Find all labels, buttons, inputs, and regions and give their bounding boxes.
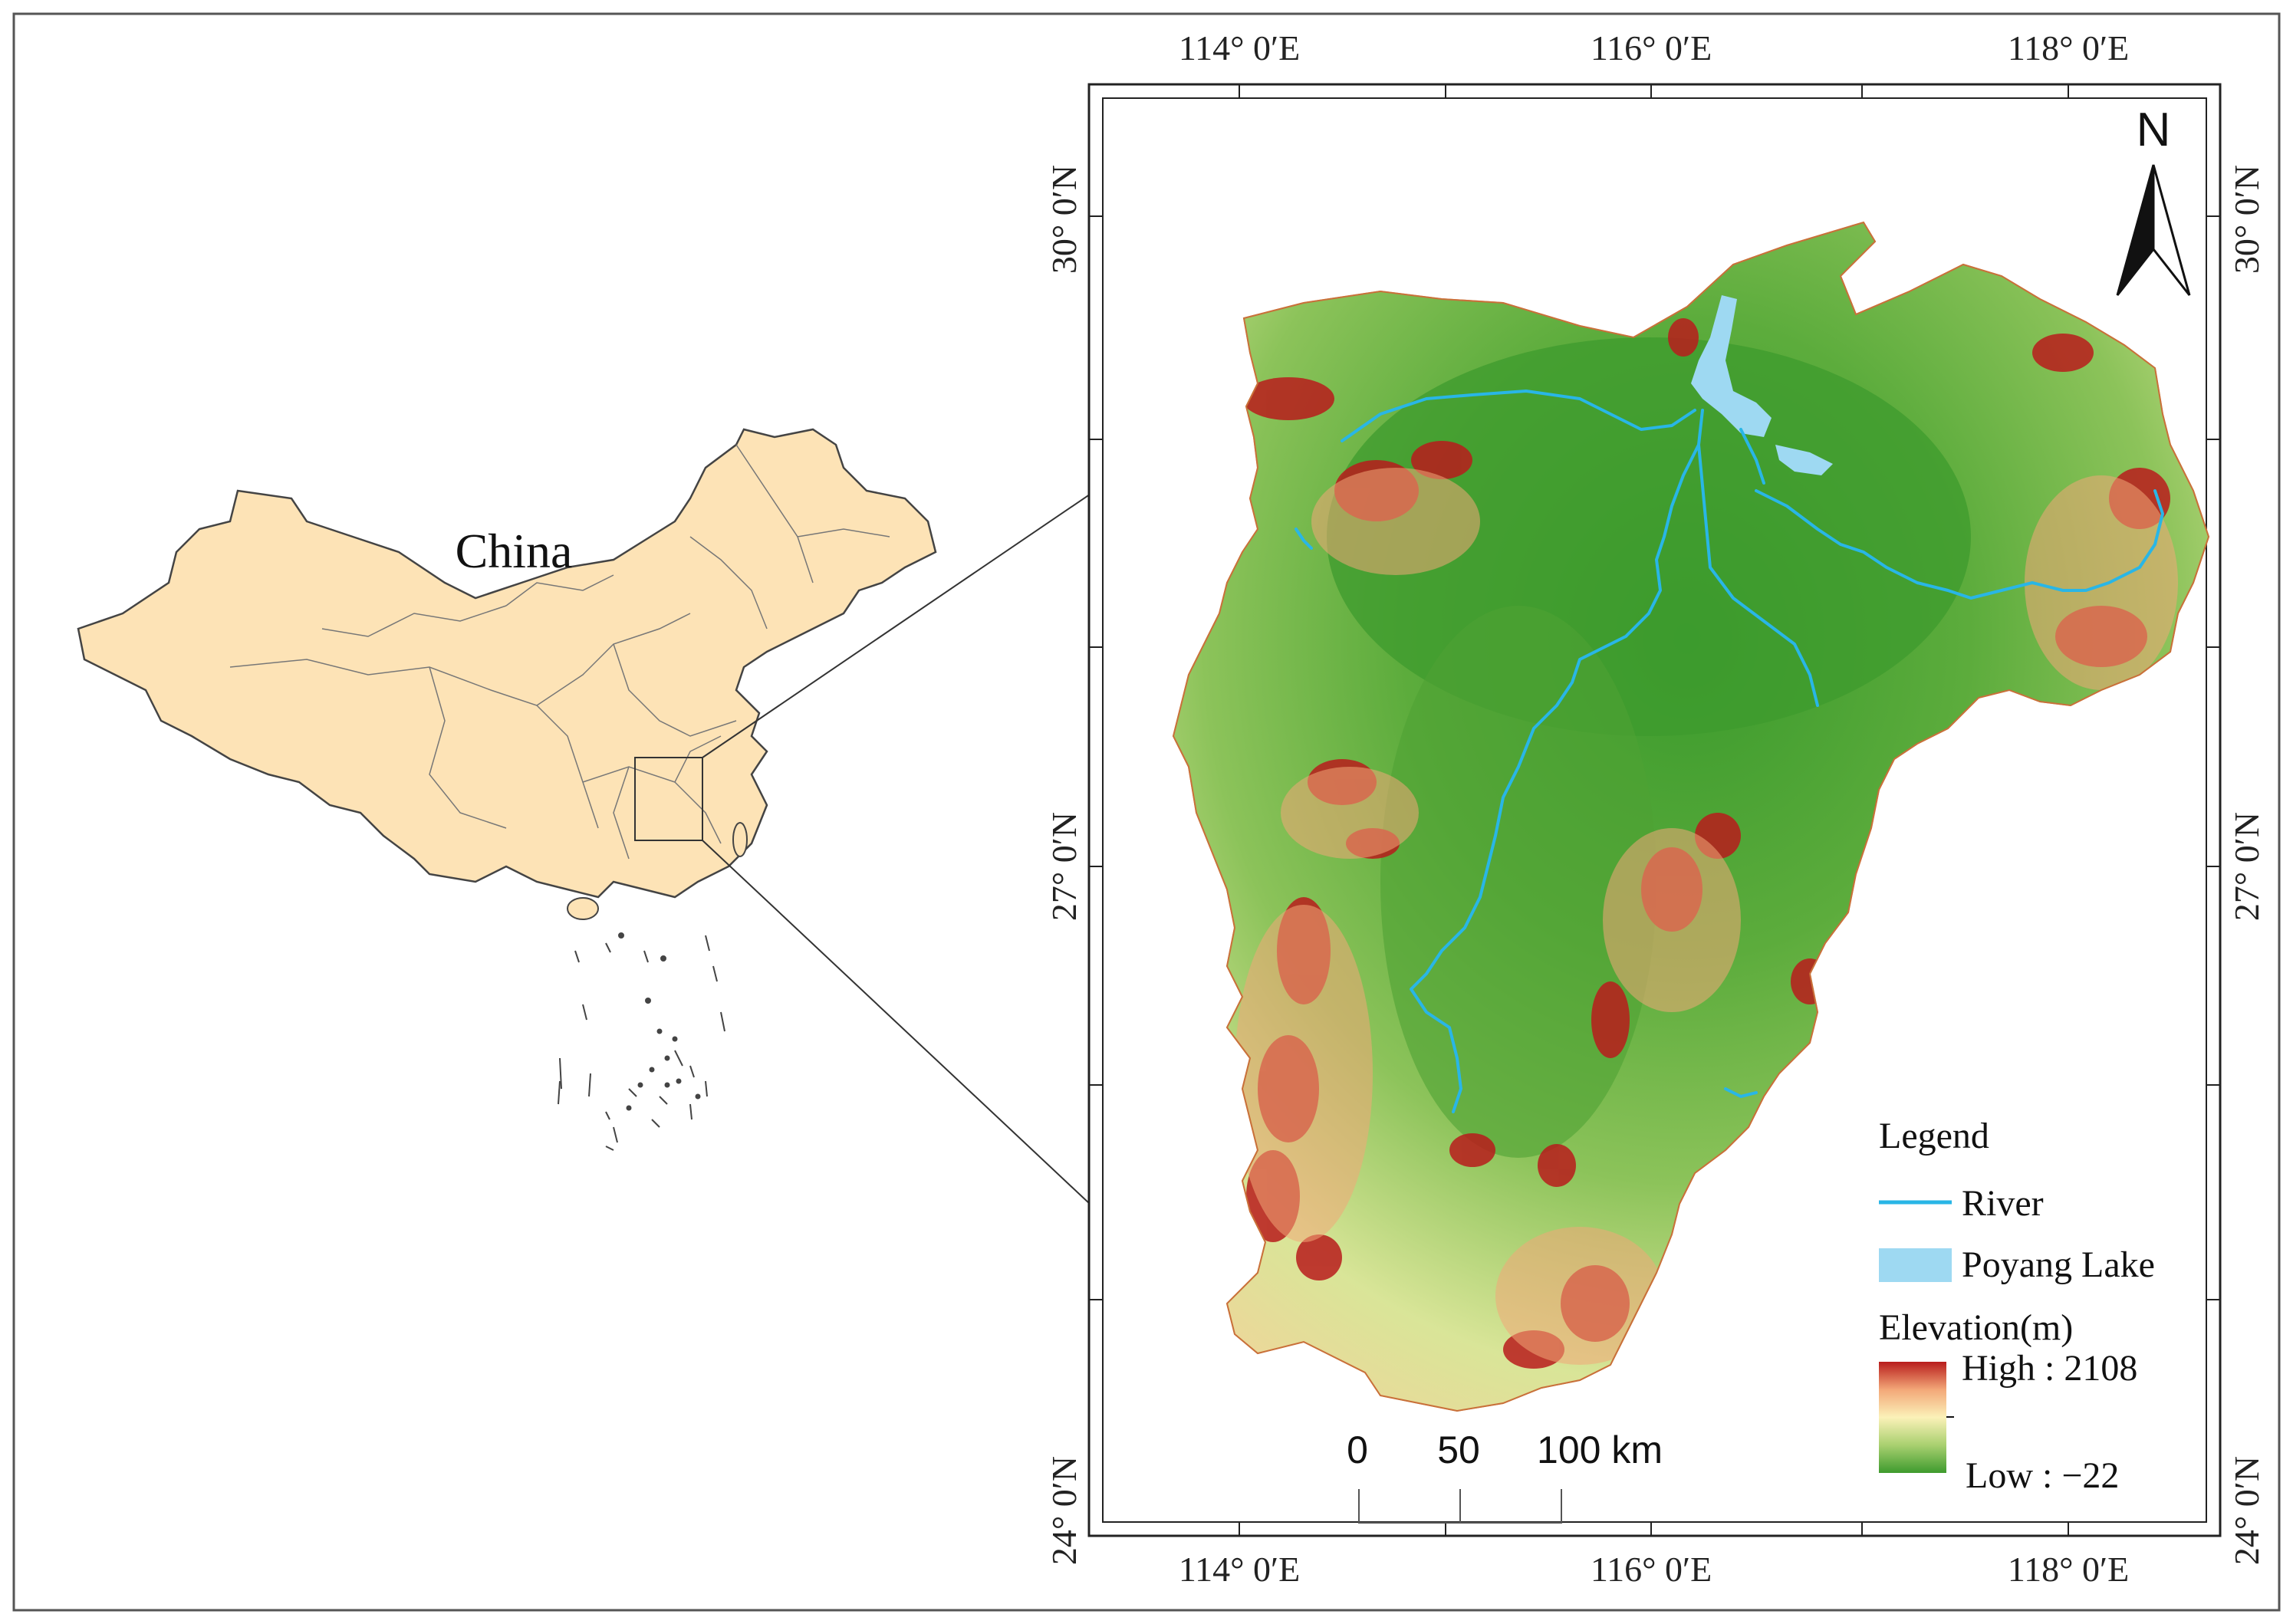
lat-label-right-2: 24° 0′N — [2227, 1456, 2266, 1565]
north-arrow: N — [2116, 104, 2191, 296]
scale-label-0: 0 — [1347, 1428, 1368, 1471]
main-map: 114° 0′E 116° 0′E 118° 0′E 114° 0′E 116°… — [1045, 28, 2266, 1589]
legend-low-label: Low : −22 — [1966, 1455, 2119, 1496]
legend-elevation-ramp — [1879, 1362, 1946, 1473]
lon-label-bottom-1: 116° 0′E — [1591, 1550, 1712, 1589]
lat-label-right-0: 30° 0′N — [2227, 165, 2266, 274]
lon-label-top-0: 114° 0′E — [1179, 28, 1300, 67]
rivers — [1295, 390, 2164, 1113]
lat-label-left-1: 27° 0′N — [1045, 812, 1084, 921]
north-arrow-label: N — [2137, 104, 2171, 156]
lon-label-bottom-0: 114° 0′E — [1179, 1550, 1300, 1589]
legend-lake-swatch — [1879, 1248, 1952, 1282]
province-boundaries — [229, 444, 890, 860]
legend-elevation-title: Elevation(m) — [1879, 1307, 2073, 1348]
lat-label-left-0: 30° 0′N — [1045, 165, 1084, 274]
china-label: China — [456, 524, 573, 578]
scale-label-50: 50 — [1437, 1428, 1480, 1471]
legend-river-label: River — [1962, 1183, 2044, 1224]
poyang-lake — [1691, 295, 1833, 475]
jiangxi-locator-box — [634, 757, 703, 841]
south-china-sea-islands — [558, 932, 725, 1151]
lon-label-bottom-2: 118° 0′E — [2008, 1550, 2129, 1589]
overview-map: China — [77, 406, 1266, 1369]
lon-label-top-2: 118° 0′E — [2008, 28, 2129, 67]
legend: Legend River Poyang Lake Elevation(m) Hi… — [1879, 1116, 2155, 1496]
scale-label-100: 100 km — [1537, 1428, 1663, 1471]
legend-high-label: High : 2108 — [1962, 1348, 2137, 1389]
lon-label-top-1: 116° 0′E — [1591, 28, 1712, 67]
hainan-island — [567, 897, 599, 920]
china-outline — [77, 428, 937, 899]
figure-frame — [12, 12, 2281, 1612]
taiwan-island — [732, 822, 748, 857]
scale-bar: 0 50 100 km — [1347, 1428, 1663, 1524]
highland-fringe — [1235, 468, 2178, 1365]
graticule-ticks — [1089, 84, 2220, 1536]
legend-title: Legend — [1879, 1116, 1989, 1156]
legend-lake-label: Poyang Lake — [1962, 1244, 2155, 1285]
lat-label-right-1: 27° 0′N — [2227, 812, 2266, 921]
map-inner-frame — [1102, 97, 2207, 1523]
lat-label-left-2: 24° 0′N — [1045, 1456, 1084, 1565]
